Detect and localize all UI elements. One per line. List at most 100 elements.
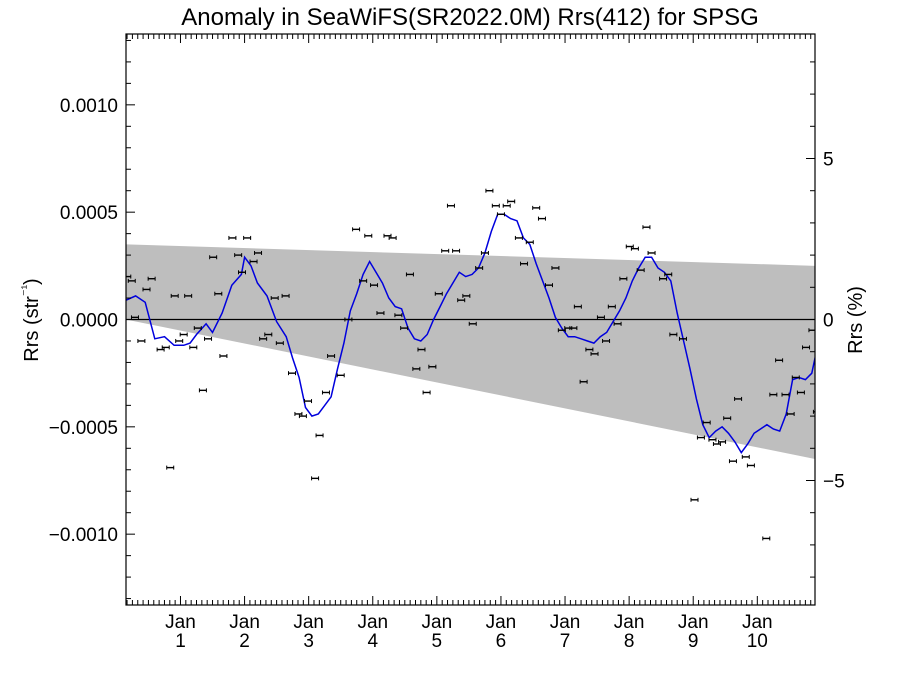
data-point <box>147 276 156 281</box>
x-tick-label-year: 3 <box>303 631 314 652</box>
y-tick-label-left: −0.0010 <box>49 525 118 546</box>
data-point <box>723 416 732 421</box>
x-tick-label-year: 8 <box>624 631 635 652</box>
x-tick-label-year: 9 <box>688 631 699 652</box>
data-point <box>288 371 297 376</box>
data-point <box>275 341 284 346</box>
data-point <box>294 411 303 416</box>
data-point <box>734 396 743 401</box>
data-point <box>400 326 409 331</box>
x-tick-label-month: Jan <box>229 612 260 633</box>
data-point <box>573 304 582 309</box>
data-point <box>669 332 678 337</box>
data-point <box>336 373 345 378</box>
data-point <box>607 304 616 309</box>
data-point <box>434 291 443 296</box>
data-point <box>170 293 179 298</box>
data-point <box>127 278 136 283</box>
data-point <box>647 250 656 255</box>
data-point <box>613 321 622 326</box>
data-point <box>569 326 578 331</box>
x-tick-label-year: 1 <box>175 631 186 652</box>
y-axis-label-left-tail: ) <box>21 278 43 285</box>
data-point <box>625 244 634 249</box>
data-point <box>254 250 263 255</box>
data-point <box>712 442 721 447</box>
data-point <box>259 336 268 341</box>
x-tick-label-month: Jan <box>357 612 388 633</box>
data-point <box>796 390 805 395</box>
data-point <box>551 265 560 270</box>
labels-layer: Anomaly in SeaWiFS(SR2022.0M) Rrs(412) f… <box>18 4 867 362</box>
data-point <box>315 433 324 438</box>
data-point <box>161 345 170 350</box>
data-point <box>475 265 484 270</box>
y-tick-label-left: 0.0005 <box>60 203 118 224</box>
data-point <box>642 225 651 230</box>
data-point <box>394 313 403 318</box>
y-tick-label-right: 0 <box>823 311 834 332</box>
data-point <box>485 188 494 193</box>
x-tick-label-year: 2 <box>239 631 250 652</box>
data-point <box>370 283 379 288</box>
data-point <box>468 321 477 326</box>
x-tick-label-month: Jan <box>678 612 709 633</box>
data-point <box>204 336 213 341</box>
data-point <box>214 291 223 296</box>
y-axis-label-left: Rrs (str⁻¹) <box>18 278 43 361</box>
data-point <box>219 353 228 358</box>
y-axis-label-left-superscript: ⁻¹ <box>18 284 33 296</box>
x-tick-label-year: 5 <box>432 631 443 652</box>
data-point <box>193 326 202 331</box>
data-point <box>819 386 826 390</box>
y-tick-label-left: −0.0005 <box>49 418 118 439</box>
data-point <box>388 235 397 240</box>
running-mean-line <box>126 213 815 454</box>
data-point <box>636 268 645 273</box>
y-axis-label-left-base: Rrs (str <box>21 296 43 362</box>
x-tick-label-month: Jan <box>742 612 773 633</box>
data-point <box>585 347 594 352</box>
y-tick-label-right: −5 <box>823 471 845 492</box>
data-point <box>238 270 247 275</box>
data-point <box>769 392 778 397</box>
data-point <box>130 315 139 320</box>
data-point <box>525 240 534 245</box>
chart-title: Anomaly in SeaWiFS(SR2022.0M) Rrs(412) f… <box>181 4 759 31</box>
x-tick-label-month: Jan <box>422 612 453 633</box>
data-point <box>532 205 541 210</box>
x-tick-label-month: Jan <box>550 612 581 633</box>
data-point <box>446 203 455 208</box>
data-point <box>422 390 431 395</box>
data-point <box>352 227 361 232</box>
data-point <box>746 463 755 468</box>
data-point <box>189 345 198 350</box>
data-point <box>690 497 699 502</box>
data-point <box>327 353 336 358</box>
data-point <box>480 250 489 255</box>
x-tick-label-year: 6 <box>496 631 507 652</box>
data-point <box>264 332 273 337</box>
data-point <box>502 203 511 208</box>
data-point <box>184 293 193 298</box>
data-point <box>678 336 687 341</box>
data-point <box>496 212 505 217</box>
grey-uncertainty-band <box>126 244 815 460</box>
y-tick-label-left: 0.0010 <box>60 96 118 117</box>
data-point <box>520 261 529 266</box>
data-point <box>579 379 588 384</box>
y-axis-label-right: Rrs (%) <box>845 286 867 354</box>
data-point <box>137 338 146 343</box>
x-tick-label-month: Jan <box>614 612 645 633</box>
data-point <box>376 311 385 316</box>
data-points-layer <box>126 188 826 541</box>
data-point <box>405 272 414 277</box>
data-point <box>619 276 628 281</box>
data-point <box>462 293 471 298</box>
data-point <box>786 411 795 416</box>
x-tick-label-month: Jan <box>486 612 517 633</box>
running-mean-layer <box>126 213 815 454</box>
data-point <box>590 351 599 356</box>
data-point <box>708 437 717 442</box>
